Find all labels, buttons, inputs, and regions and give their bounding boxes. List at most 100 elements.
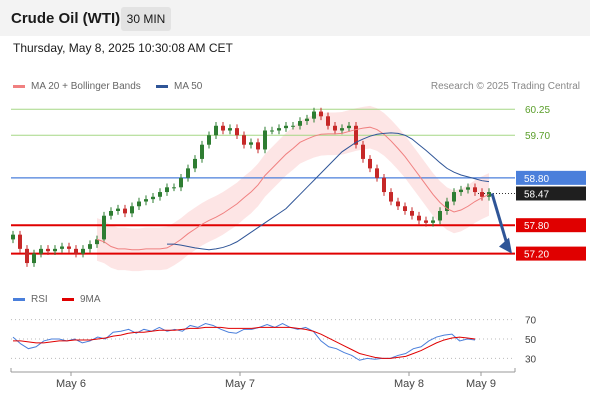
candle-body <box>263 130 267 150</box>
candle-body <box>466 187 470 190</box>
legend-ma50: MA 50 <box>156 81 202 92</box>
level-label-58.47: 58.47 <box>524 189 549 200</box>
candle-body <box>144 199 148 202</box>
level-label-59.70: 59.70 <box>525 131 550 142</box>
candle-body <box>137 201 141 207</box>
candle-body <box>445 201 449 211</box>
candle-body <box>382 177 386 193</box>
legend-rsi-ma-label: 9MA <box>80 294 101 305</box>
candle-body <box>333 125 337 131</box>
candle-body <box>74 248 78 254</box>
timestamp: Thursday, May 8, 2025 10:30:08 AM CET <box>13 41 233 55</box>
candle-body <box>347 125 351 129</box>
candle-body <box>270 130 274 132</box>
candle-body <box>256 142 260 150</box>
candle-body <box>340 128 344 131</box>
candle-body <box>473 187 477 193</box>
candle-body <box>67 246 71 249</box>
legend-rsi: RSI <box>13 294 48 305</box>
legend-ma20: MA 20 + Bollinger Bands <box>13 81 141 92</box>
candle-body <box>354 125 358 145</box>
candle-body <box>179 177 183 188</box>
candle-body <box>361 144 365 159</box>
candle-body <box>431 220 435 223</box>
candle-body <box>284 125 288 129</box>
x-label-1: May 7 <box>225 378 255 390</box>
x-label-0: May 6 <box>56 378 86 390</box>
candle-body <box>326 116 330 126</box>
candle-body <box>32 253 36 264</box>
pivot-tag <box>516 170 586 185</box>
candle-body <box>368 158 372 169</box>
candle-body <box>60 246 64 249</box>
candle-body <box>11 234 15 240</box>
candle-body <box>417 215 421 221</box>
candle-body <box>452 192 456 202</box>
level-label-57.20: 57.20 <box>524 250 549 261</box>
ma20-swatch <box>13 84 25 88</box>
level-label-58.80: 58.80 <box>524 174 549 185</box>
candle-body <box>151 196 155 200</box>
candle-body <box>235 128 239 136</box>
legend-rsi-ma: 9MA <box>62 294 101 305</box>
candle-body <box>228 128 232 131</box>
rsi-ma-line <box>13 326 476 359</box>
level-label-57.80: 57.80 <box>524 221 549 232</box>
rsi-ma-swatch <box>62 297 74 301</box>
candle-body <box>403 206 407 211</box>
candle-body <box>305 118 309 122</box>
candle-body <box>396 201 400 207</box>
ma20-line <box>96 126 490 251</box>
candle-body <box>109 210 113 216</box>
candle-body <box>95 239 99 245</box>
rsi-tick-30: 30 <box>525 354 537 365</box>
candle-body <box>158 192 162 197</box>
candle-body <box>242 135 246 145</box>
candle-body <box>116 208 120 211</box>
candle-body <box>172 187 176 189</box>
candle-body <box>25 248 29 264</box>
chart-header: Crude Oil (WTI) 30 MIN <box>0 0 590 36</box>
candle-body <box>291 125 295 127</box>
projection-arrow-shaft <box>490 193 510 249</box>
candle-body <box>18 234 22 249</box>
bollinger-band <box>97 105 489 272</box>
candle-body <box>130 206 134 214</box>
support-tag-57.80 <box>516 218 586 233</box>
ma50-line <box>167 132 490 251</box>
candle-body <box>410 210 414 216</box>
candle-body <box>319 111 323 117</box>
candle-body <box>438 210 442 221</box>
candle-body <box>39 248 43 254</box>
rsi-swatch <box>13 297 25 301</box>
candle-body <box>277 128 281 131</box>
candle-body <box>389 192 393 202</box>
candle-body <box>81 248 85 254</box>
candle-body <box>375 168 379 178</box>
candle-body <box>424 220 428 223</box>
candle-body <box>200 144 204 159</box>
x-label-2: May 8 <box>394 378 424 390</box>
rsi-tick-70: 70 <box>525 316 537 327</box>
candle-body <box>207 135 211 145</box>
legend-ma20-label: MA 20 + Bollinger Bands <box>31 81 141 92</box>
credit-text: Research © 2025 Trading Central <box>430 81 580 92</box>
instrument-title: Crude Oil (WTI) <box>11 10 121 27</box>
candle-body <box>459 189 463 193</box>
projection-arrow-head <box>499 237 512 254</box>
timeframe-badge[interactable]: 30 MIN <box>121 7 171 31</box>
candle-body <box>53 248 57 252</box>
candle-body <box>480 192 484 197</box>
candle-body <box>193 158 197 169</box>
ma50-swatch <box>156 84 168 88</box>
candle-body <box>102 215 106 240</box>
candle-body <box>123 208 127 214</box>
x-label-3: May 9 <box>466 378 496 390</box>
candle-body <box>249 142 253 145</box>
rsi-tick-50: 50 <box>525 335 537 346</box>
candle-body <box>214 125 218 136</box>
candle-body <box>221 125 225 131</box>
support-tag-57.20 <box>516 246 586 261</box>
candle-body <box>46 248 50 252</box>
